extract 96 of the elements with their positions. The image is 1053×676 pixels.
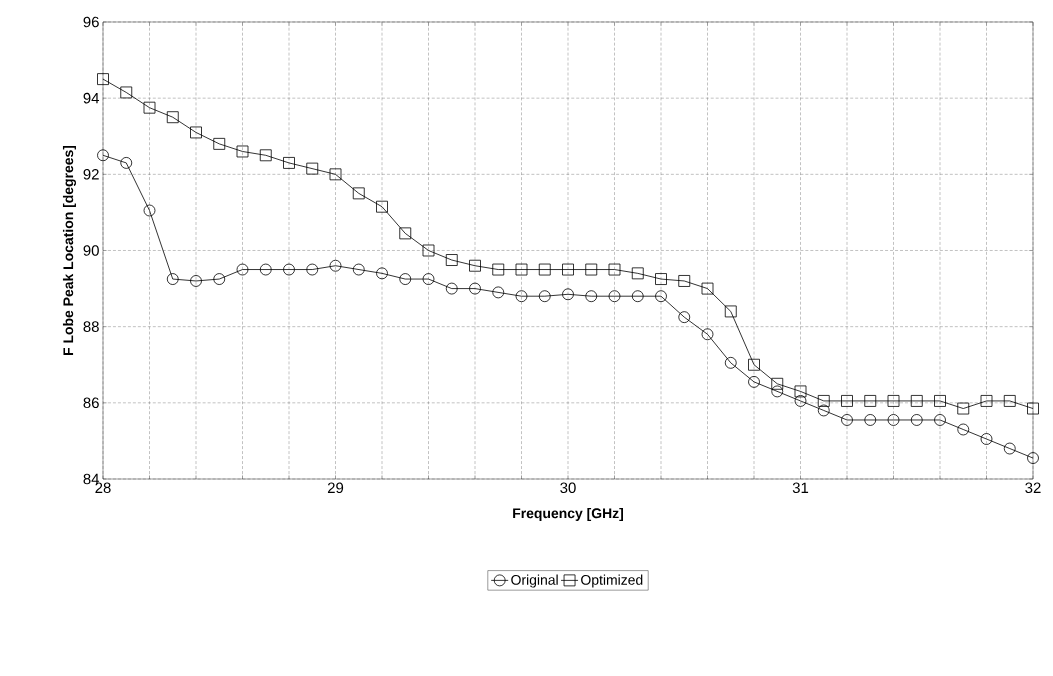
x-tick-label: 29 [327, 482, 344, 494]
point [329, 168, 342, 181]
point [97, 73, 109, 86]
x-axis-title: Frequency [GHz] [513, 507, 623, 521]
point [352, 263, 365, 276]
y-tick-label: 86 [83, 397, 99, 409]
point [910, 414, 923, 426]
point [120, 86, 133, 99]
point [771, 385, 784, 398]
point [399, 273, 412, 285]
point [771, 377, 784, 390]
point [213, 273, 226, 285]
point [631, 267, 644, 280]
y-tick-label: 90 [83, 245, 99, 256]
point [1003, 442, 1016, 455]
point [538, 263, 551, 276]
point [190, 275, 202, 287]
point [306, 162, 319, 175]
y-tick-label: 92 [83, 169, 99, 180]
point [445, 282, 458, 295]
point [376, 200, 388, 213]
point [794, 385, 807, 398]
point [562, 263, 574, 276]
point [1003, 395, 1016, 407]
point [678, 275, 691, 287]
point [817, 395, 830, 407]
point [469, 259, 481, 272]
point [166, 273, 179, 285]
point [97, 149, 109, 162]
point [910, 395, 923, 407]
point [166, 111, 179, 124]
point [283, 157, 295, 169]
point [934, 395, 946, 407]
point [190, 126, 202, 139]
point [864, 395, 877, 407]
point [701, 328, 714, 341]
point [678, 311, 691, 324]
point [236, 145, 249, 158]
y-axis-title: F Lobe Peak Location [degrees] [62, 145, 77, 355]
point [934, 414, 946, 426]
point [515, 263, 528, 276]
point [585, 263, 598, 276]
x-tick-label: 31 [792, 482, 809, 494]
point [817, 404, 830, 417]
point [1027, 402, 1039, 415]
point [213, 137, 226, 150]
point [655, 273, 667, 285]
legend-label: Optimized [581, 574, 643, 588]
point [283, 263, 295, 276]
point [259, 263, 272, 276]
point [236, 263, 249, 276]
point [701, 282, 714, 295]
point [538, 290, 551, 303]
legend-label: Original [511, 574, 558, 588]
point [724, 305, 737, 318]
point [399, 227, 412, 240]
point [957, 423, 970, 436]
point [724, 356, 737, 369]
point [608, 290, 621, 303]
point [492, 263, 505, 276]
point [143, 101, 156, 114]
point [376, 267, 388, 280]
point [655, 290, 667, 303]
point [748, 358, 760, 371]
x-tick-label: 32 [1025, 482, 1041, 494]
point [329, 259, 342, 272]
point [887, 395, 900, 407]
y-tick-label: 94 [83, 92, 100, 104]
point [445, 254, 458, 266]
y-tick-label: 96 [83, 16, 99, 28]
x-tick-label: 30 [560, 482, 576, 494]
point [980, 395, 993, 407]
point [585, 290, 598, 303]
point [841, 395, 853, 407]
point [515, 290, 528, 303]
point [306, 263, 319, 276]
point [1027, 452, 1039, 464]
point [957, 402, 970, 415]
point [143, 204, 156, 217]
point [794, 395, 807, 407]
point [864, 414, 877, 426]
point [608, 263, 621, 276]
point [492, 286, 505, 299]
point [631, 290, 644, 303]
point [422, 244, 435, 257]
point [887, 414, 900, 426]
point [980, 433, 993, 445]
point [422, 273, 435, 285]
point [841, 414, 853, 426]
point [562, 288, 574, 301]
point [748, 375, 760, 388]
point [259, 149, 272, 162]
point [120, 157, 133, 169]
point [469, 282, 481, 295]
point [352, 187, 365, 200]
y-tick-label: 88 [83, 321, 99, 332]
